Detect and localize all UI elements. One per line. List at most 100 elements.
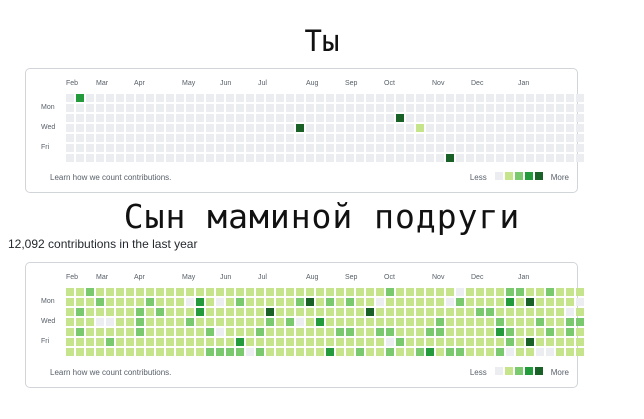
contribution-cell[interactable]: [206, 114, 214, 122]
contribution-cell[interactable]: [196, 348, 204, 356]
contribution-cell[interactable]: [246, 308, 254, 316]
contribution-cell[interactable]: [96, 124, 104, 132]
contribution-cell[interactable]: [426, 288, 434, 296]
contribution-cell[interactable]: [116, 144, 124, 152]
contribution-cell[interactable]: [436, 124, 444, 132]
contribution-cell[interactable]: [406, 134, 414, 142]
contribution-cell[interactable]: [506, 318, 514, 326]
contribution-cell[interactable]: [336, 154, 344, 162]
contribution-cell[interactable]: [496, 328, 504, 336]
contribution-cell[interactable]: [176, 328, 184, 336]
contribution-cell[interactable]: [296, 134, 304, 142]
contribution-cell[interactable]: [486, 348, 494, 356]
contribution-cell[interactable]: [126, 348, 134, 356]
contribution-cell[interactable]: [446, 308, 454, 316]
contribution-cell[interactable]: [506, 338, 514, 346]
contribution-cell[interactable]: [446, 144, 454, 152]
contribution-cell[interactable]: [106, 298, 114, 306]
contribution-cell[interactable]: [126, 298, 134, 306]
contribution-cell[interactable]: [126, 338, 134, 346]
contribution-cell[interactable]: [96, 114, 104, 122]
contribution-cell[interactable]: [426, 114, 434, 122]
contribution-cell[interactable]: [556, 124, 564, 132]
contribution-cell[interactable]: [256, 288, 264, 296]
contribution-cell[interactable]: [456, 104, 464, 112]
contribution-cell[interactable]: [206, 348, 214, 356]
contribution-cell[interactable]: [376, 124, 384, 132]
contribution-cell[interactable]: [76, 134, 84, 142]
contribution-cell[interactable]: [296, 154, 304, 162]
contribution-cell[interactable]: [516, 308, 524, 316]
contribution-cell[interactable]: [306, 144, 314, 152]
contribution-cell[interactable]: [496, 288, 504, 296]
contribution-cell[interactable]: [536, 154, 544, 162]
contribution-cell[interactable]: [416, 348, 424, 356]
contribution-cell[interactable]: [566, 134, 574, 142]
contribution-cell[interactable]: [496, 144, 504, 152]
contribution-cell[interactable]: [316, 318, 324, 326]
contribution-cell[interactable]: [86, 114, 94, 122]
contribution-cell[interactable]: [276, 318, 284, 326]
contribution-cell[interactable]: [306, 328, 314, 336]
contribution-cell[interactable]: [536, 134, 544, 142]
contribution-cell[interactable]: [316, 288, 324, 296]
contribution-cell[interactable]: [176, 94, 184, 102]
contribution-cell[interactable]: [406, 338, 414, 346]
contribution-cell[interactable]: [576, 104, 584, 112]
contribution-cell[interactable]: [156, 134, 164, 142]
contribution-cell[interactable]: [516, 114, 524, 122]
contribution-cell[interactable]: [336, 114, 344, 122]
contribution-cell[interactable]: [296, 104, 304, 112]
contribution-cell[interactable]: [576, 114, 584, 122]
contribution-cell[interactable]: [126, 318, 134, 326]
contribution-cell[interactable]: [346, 348, 354, 356]
contribution-cell[interactable]: [346, 328, 354, 336]
contribution-cell[interactable]: [76, 104, 84, 112]
contribution-cell[interactable]: [136, 288, 144, 296]
contribution-cell[interactable]: [386, 328, 394, 336]
contribution-cell[interactable]: [96, 328, 104, 336]
contribution-cell[interactable]: [576, 154, 584, 162]
contribution-cell[interactable]: [476, 298, 484, 306]
contribution-cell[interactable]: [426, 124, 434, 132]
contribution-cell[interactable]: [156, 104, 164, 112]
contribution-cell[interactable]: [416, 338, 424, 346]
contribution-cell[interactable]: [546, 104, 554, 112]
contribution-cell[interactable]: [436, 144, 444, 152]
contribution-cell[interactable]: [326, 338, 334, 346]
contribution-cell[interactable]: [536, 94, 544, 102]
contribution-cell[interactable]: [326, 328, 334, 336]
contribution-cell[interactable]: [226, 288, 234, 296]
contribution-cell[interactable]: [276, 328, 284, 336]
contribution-cell[interactable]: [366, 338, 374, 346]
contribution-cell[interactable]: [106, 104, 114, 112]
contribution-cell[interactable]: [326, 144, 334, 152]
contribution-cell[interactable]: [516, 348, 524, 356]
contribution-cell[interactable]: [326, 124, 334, 132]
contribution-cell[interactable]: [366, 328, 374, 336]
contribution-cell[interactable]: [466, 144, 474, 152]
contribution-cell[interactable]: [136, 338, 144, 346]
contribution-cell[interactable]: [226, 154, 234, 162]
contribution-cell[interactable]: [336, 124, 344, 132]
contribution-cell[interactable]: [576, 308, 584, 316]
contribution-cell[interactable]: [266, 338, 274, 346]
contribution-cell[interactable]: [386, 298, 394, 306]
contribution-cell[interactable]: [206, 338, 214, 346]
contribution-cell[interactable]: [66, 318, 74, 326]
contribution-cell[interactable]: [416, 288, 424, 296]
contribution-cell[interactable]: [196, 114, 204, 122]
contribution-cell[interactable]: [276, 134, 284, 142]
contribution-cell[interactable]: [296, 288, 304, 296]
contribution-cell[interactable]: [466, 338, 474, 346]
contribution-cell[interactable]: [366, 348, 374, 356]
contribution-cell[interactable]: [426, 154, 434, 162]
contribution-cell[interactable]: [506, 134, 514, 142]
contribution-cell[interactable]: [256, 308, 264, 316]
contribution-cell[interactable]: [296, 338, 304, 346]
contribution-cell[interactable]: [516, 104, 524, 112]
contribution-cell[interactable]: [186, 134, 194, 142]
contribution-cell[interactable]: [216, 328, 224, 336]
contribution-cell[interactable]: [516, 288, 524, 296]
contribution-cell[interactable]: [376, 94, 384, 102]
